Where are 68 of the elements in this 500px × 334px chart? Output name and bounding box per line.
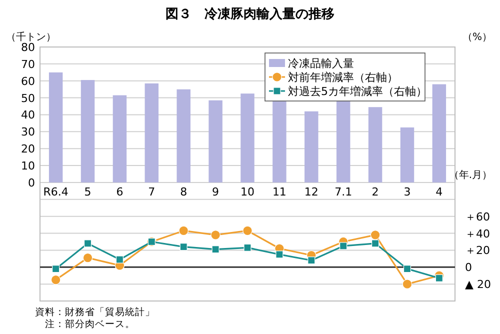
- bar: [432, 84, 446, 182]
- x-tick-label: 11: [272, 185, 286, 198]
- x-tick-label: 2: [372, 185, 379, 198]
- x-tick-label: R6.4: [43, 185, 68, 198]
- point: [242, 226, 252, 236]
- bar: [80, 80, 95, 182]
- x-tick-label: 8: [180, 185, 188, 198]
- point: [116, 256, 124, 264]
- y-tick-label: 40: [21, 108, 35, 122]
- bar: [112, 95, 127, 182]
- bar: [240, 94, 254, 182]
- point: [180, 243, 188, 251]
- point: [371, 240, 380, 248]
- chart-title: 図３ 冷凍豚肉輸入量の推移: [166, 6, 334, 22]
- text: 注：部分肉ベース。: [45, 318, 135, 330]
- text: 資料：財務省「貿易統計」: [35, 306, 155, 318]
- y-tick-label: 0: [28, 176, 35, 190]
- x-tick-label: 7.1: [334, 185, 352, 198]
- point: [82, 252, 93, 263]
- point: [84, 240, 92, 248]
- x-axis-title: （年.月）: [448, 169, 492, 181]
- y2-tick-label: 0: [465, 261, 472, 274]
- point: [370, 230, 380, 240]
- bar: [400, 127, 414, 182]
- y2-tick-label: ＋40: [465, 227, 490, 240]
- x-tick-label: 3: [404, 185, 411, 198]
- x-tick-label: 4: [436, 185, 443, 198]
- x-tick-label: 6: [116, 185, 124, 198]
- point: [52, 265, 60, 273]
- y-tick-label: 60: [21, 74, 35, 88]
- point: [212, 246, 220, 254]
- x-tick-label: 10: [240, 185, 254, 198]
- y-tick-label: 20: [21, 142, 35, 156]
- bar: [336, 100, 350, 182]
- y-tick-label: 30: [21, 126, 35, 139]
- legend-label: 冷凍品輸入量: [288, 57, 354, 70]
- point: [50, 274, 61, 285]
- point: [244, 244, 252, 252]
- point: [340, 242, 348, 250]
- y2-tick-label: ▲ 20: [465, 278, 491, 292]
- bar: [304, 111, 318, 182]
- point: [210, 230, 220, 240]
- x-tick-label: 12: [304, 185, 318, 198]
- y-tick-label: 80: [21, 41, 35, 54]
- bar: [208, 100, 222, 182]
- bar: [368, 107, 382, 182]
- y2-axis-title: （%）: [462, 32, 492, 43]
- legend-label: 対前年増減率（右軸）: [288, 71, 398, 84]
- bar: [48, 72, 63, 182]
- x-tick-label: 7: [148, 185, 156, 198]
- bar: [176, 89, 190, 182]
- bar: [272, 101, 286, 182]
- y-tick-label: 50: [21, 92, 35, 105]
- y-tick-label: 70: [21, 58, 35, 71]
- point: [402, 279, 412, 289]
- point: [435, 274, 443, 282]
- point: [276, 250, 284, 258]
- legend-label: 対過去5カ年増減率（右軸）: [288, 85, 427, 98]
- x-tick-label: 9: [212, 185, 220, 198]
- y2-tick-label: ＋60: [465, 210, 490, 224]
- y-tick-label: 10: [21, 160, 35, 173]
- y-axis-title: （千トン）: [6, 31, 56, 43]
- point: [403, 265, 412, 273]
- x-tick-label: 5: [84, 185, 92, 198]
- point: [308, 256, 316, 264]
- point: [178, 226, 189, 236]
- bar: [144, 83, 159, 182]
- y2-tick-label: ＋20: [465, 244, 490, 258]
